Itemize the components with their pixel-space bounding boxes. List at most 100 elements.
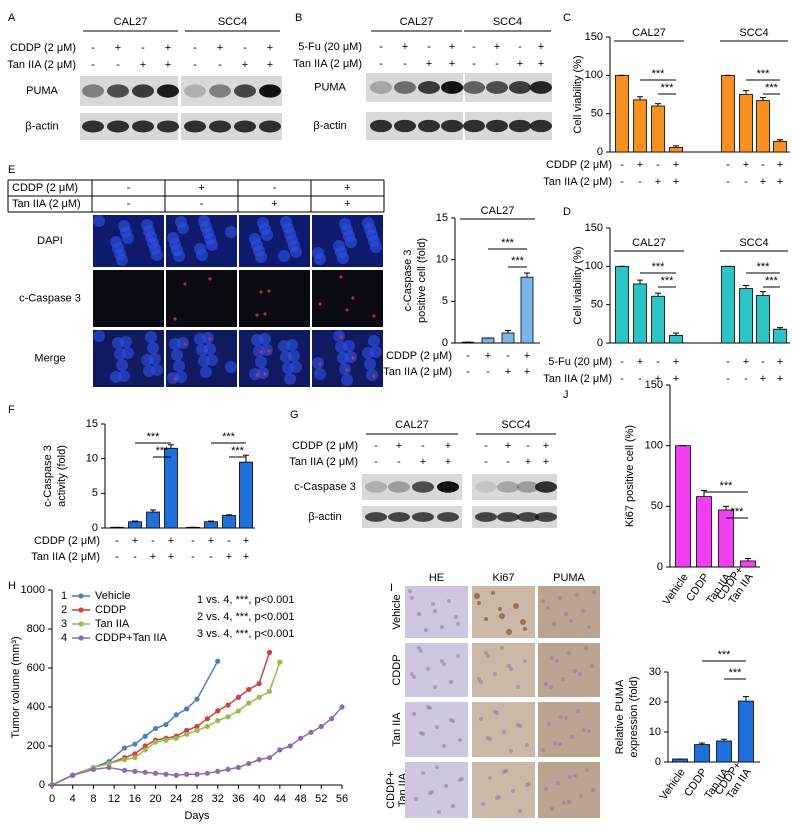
x-axis-label: Days: [184, 810, 210, 822]
x-tick-label: 40: [253, 793, 265, 805]
y-axis-label: positive cell (fold): [416, 238, 428, 323]
blot-band: [132, 84, 154, 98]
cell: [561, 677, 565, 681]
condition-name: CDDP (2 μM): [546, 159, 612, 171]
point: [308, 729, 314, 735]
blot-band: [509, 81, 531, 94]
y-axis-label: Cell viability (%): [572, 55, 584, 133]
blot-band: [437, 512, 459, 522]
y-tick-label: 0: [655, 756, 661, 768]
condition-sign: -: [374, 440, 378, 452]
bar: [633, 99, 647, 153]
point: [246, 686, 252, 693]
caspase-spot: [372, 374, 376, 378]
y-tick-label: 10: [86, 453, 98, 465]
condition-sign: +: [132, 535, 138, 547]
cell: [477, 677, 481, 681]
cell: [440, 625, 444, 629]
condition-sign: -: [726, 356, 730, 368]
y-tick-label: 10: [649, 726, 661, 738]
point: [152, 770, 159, 776]
bar: [738, 700, 754, 763]
cell: [495, 711, 499, 715]
condition-sign: -: [620, 159, 624, 171]
legend-marker: [78, 621, 84, 627]
cell: [417, 612, 421, 616]
nucleus: [339, 363, 351, 375]
significance-label: ***: [765, 82, 779, 94]
nucleus: [147, 342, 159, 354]
bar: [756, 100, 770, 153]
condition-sign: +: [226, 551, 232, 563]
caspase-spot: [255, 373, 259, 377]
nucleus: [282, 362, 294, 374]
cell: [568, 775, 572, 779]
cell: [591, 788, 595, 792]
cell: [412, 712, 416, 716]
condition-sign: -: [656, 356, 660, 368]
blot-band: [418, 119, 440, 133]
point: [266, 688, 273, 695]
point: [163, 771, 169, 777]
condition-sign: -: [620, 176, 624, 188]
cell: [541, 599, 545, 603]
condition-sign: -: [379, 58, 383, 70]
cell: [442, 662, 446, 666]
condition-sign: +: [538, 41, 544, 53]
cell: [412, 675, 416, 679]
cell: [578, 672, 582, 676]
point: [246, 760, 252, 767]
condition-sign: +: [655, 373, 661, 385]
point: [235, 708, 242, 714]
row-label: Merge: [34, 352, 65, 364]
condition-sign: +: [673, 159, 679, 171]
condition-name: Tan IIA (2 μM): [31, 551, 100, 563]
cell: [499, 613, 505, 619]
y-axis-label: Tumor volume (mm³): [10, 636, 22, 738]
column-label: HE: [429, 572, 444, 584]
significance-label: ***: [231, 445, 245, 457]
cell: [567, 800, 571, 804]
condition-sign: +: [150, 551, 156, 563]
blot-band: [463, 119, 485, 133]
nucleus: [169, 338, 181, 350]
blot-row-label: β-actin: [308, 511, 341, 523]
x-tick-label: 32: [212, 793, 224, 805]
blot-band: [234, 84, 256, 98]
point: [297, 735, 304, 741]
cell: [433, 685, 437, 689]
cell: [477, 601, 481, 605]
legend-label: CDDP: [95, 604, 126, 616]
nucleus: [110, 371, 122, 383]
micrograph: [312, 270, 383, 327]
cell: [544, 787, 548, 791]
caspase-spot: [345, 368, 349, 372]
point: [152, 725, 159, 732]
bar: [520, 276, 534, 344]
significance-label: ***: [765, 275, 779, 287]
cell: [437, 810, 441, 814]
blot-band: [370, 81, 392, 94]
point: [287, 743, 293, 749]
point: [339, 704, 345, 710]
cell: [555, 659, 559, 663]
blot-band: [486, 81, 508, 94]
point: [142, 747, 148, 753]
cell: [442, 744, 446, 748]
blot-band: [365, 512, 387, 522]
cell: [509, 749, 513, 753]
y-tick-label: 50: [591, 299, 603, 311]
category-group: Vehicle: [658, 767, 688, 803]
condition-sign: +: [743, 356, 749, 368]
caspase-spot: [173, 377, 177, 381]
group-label: SCC4: [739, 237, 768, 249]
panel-letter: G: [290, 409, 299, 421]
nucleus: [335, 341, 347, 353]
significance-label: ***: [729, 667, 743, 679]
condition-name: Tan IIA (2 μM): [543, 176, 612, 188]
legend-number: 2: [61, 604, 67, 616]
point: [256, 694, 262, 700]
blot-band: [441, 119, 463, 133]
condition-sign: -: [472, 41, 476, 53]
blot-band: [259, 120, 281, 133]
